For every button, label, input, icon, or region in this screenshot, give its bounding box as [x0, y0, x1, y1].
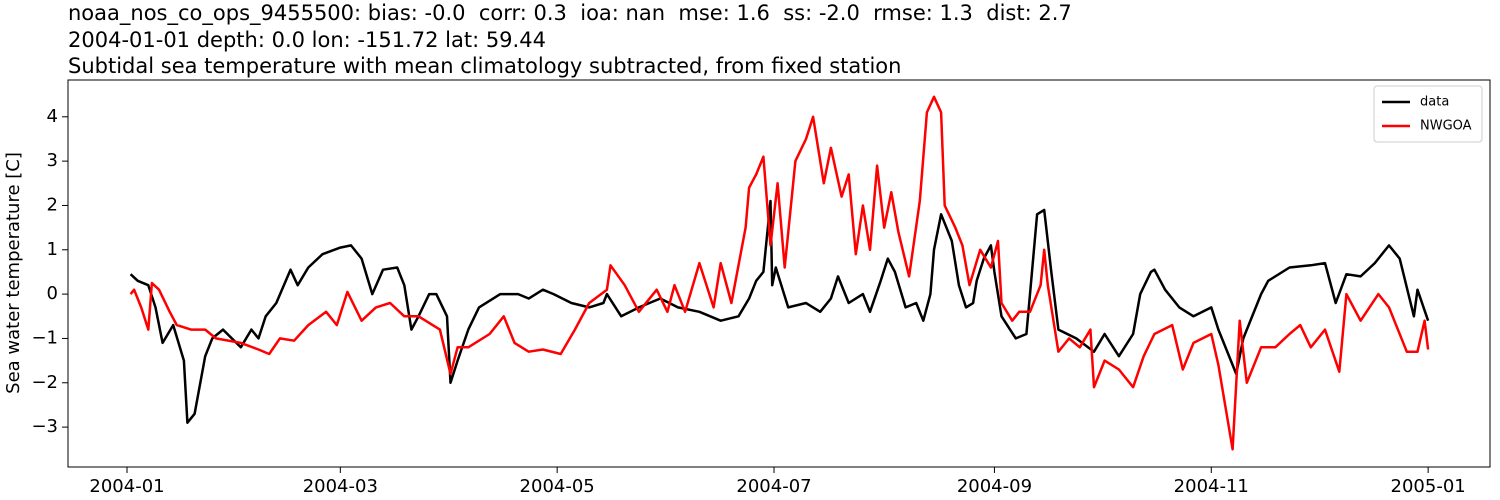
- chart-title: noaa_nos_co_ops_9455500: bias: -0.0 corr…: [68, 1, 1072, 26]
- y-tick-label: −1: [31, 327, 58, 348]
- x-tick-label: 2004-01: [89, 476, 164, 497]
- y-tick-label: −3: [31, 416, 58, 437]
- y-tick-label: 1: [47, 239, 58, 260]
- x-tick-label: 2004-05: [520, 476, 595, 497]
- data-line: [129, 199, 1430, 424]
- x-tick-label: 2005-01: [1391, 476, 1466, 497]
- y-tick-label: 4: [47, 106, 58, 127]
- x-tick-label: 2004-09: [957, 476, 1032, 497]
- y-tick-label: 2: [47, 194, 58, 215]
- legend-label: data: [1420, 95, 1449, 110]
- y-tick-label: 0: [47, 283, 58, 304]
- x-tick-label: 2004-11: [1174, 476, 1249, 497]
- data-line: [129, 95, 1430, 451]
- plot-frame: [67, 79, 1491, 468]
- chart-subtitle: 2004-01-01 depth: 0.0 lon: -151.72 lat: …: [68, 28, 546, 52]
- y-tick-label: −2: [31, 372, 58, 393]
- y-tick-label: 3: [47, 150, 58, 171]
- legend-label: NWGOA: [1420, 119, 1472, 134]
- y-axis-label: Sea water temperature [C]: [3, 152, 24, 394]
- x-tick-label: 2004-07: [736, 476, 811, 497]
- x-tick-label: 2004-03: [303, 476, 378, 497]
- chart-subtitle: Subtidal sea temperature with mean clima…: [68, 54, 901, 78]
- legend-frame: [1373, 85, 1483, 143]
